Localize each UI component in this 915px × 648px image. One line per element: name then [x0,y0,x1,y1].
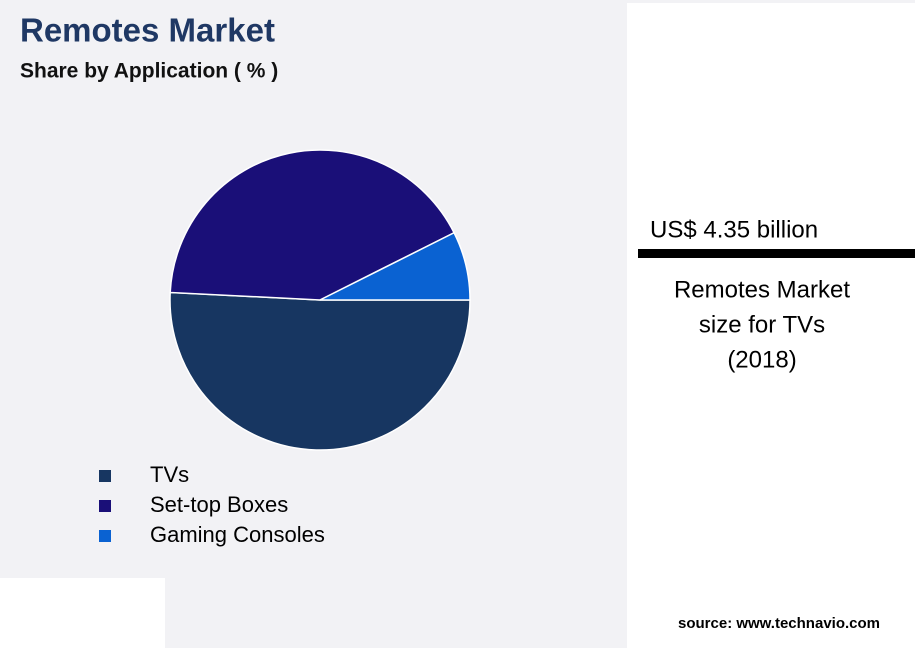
source: source: www.technavio.com [678,615,880,632]
legend-label: Gaming Consoles [150,522,325,547]
legend-swatch [99,500,111,512]
callout-panel [627,3,915,648]
chart-subtitle: Share by Application ( % ) [20,60,278,83]
pie-slice [169,291,471,451]
corner-panel [0,578,165,648]
legend-label: Set-top Boxes [150,492,288,517]
chart-title: Remotes Market [20,12,275,49]
legend-label: TVs [150,462,189,487]
pie-slice [319,231,471,301]
callout-text: size for TVs [699,311,825,338]
legend-swatch [99,470,111,482]
callout-text: (2018) [727,346,796,373]
callout-value: US$ 4.35 billion [650,216,818,243]
callout-text: Remotes Market [674,276,850,303]
pie-slice [169,149,456,301]
callout-divider [638,249,915,258]
legend-swatch [99,530,111,542]
